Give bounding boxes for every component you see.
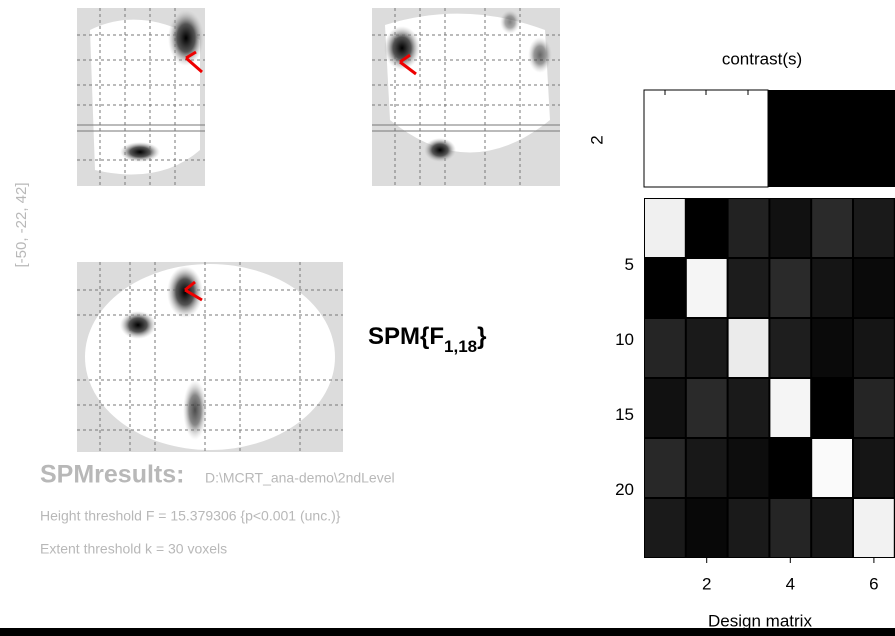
design-matrix-cell [687,379,727,437]
glass-brain-coronal [372,8,560,186]
spm-close: } [477,323,486,350]
design-matrix-cell [812,379,852,437]
x-tick-label: 6 [869,574,878,593]
design-matrix-cell [687,199,727,257]
design-matrix-cell [770,499,810,557]
x-tick-label: 4 [786,574,795,593]
spm-main: SPM{F [368,323,444,350]
x-tick-label: 2 [702,574,711,593]
contrast-label: 2 [587,135,606,144]
height-threshold: Height threshold F = 15.379306 {p<0.001 … [40,508,341,524]
contrast-title: contrast(s) [722,49,802,68]
design-matrix-cell [812,259,852,317]
design-matrix-cell [687,259,727,317]
design-matrix-cell [645,259,685,317]
design-matrix-cell [854,499,894,557]
design-matrix-cell [729,199,769,257]
design-matrix-cell [645,499,685,557]
design-matrix-cell [812,199,852,257]
design-matrix-cell [812,319,852,377]
y-tick-label: 10 [615,330,634,349]
design-matrix-cell [812,439,852,497]
coordinates: [-50, -22, 42] [13,182,30,267]
design-matrix-cell [812,499,852,557]
design-matrix-cell [770,259,810,317]
design-matrix-cell [645,439,685,497]
design-matrix-cell [687,319,727,377]
spm-subscript: 1,18 [444,337,477,356]
design-matrix-cell [729,259,769,317]
extent-threshold: Extent threshold k = 30 voxels [40,541,227,557]
design-matrix-cell [645,319,685,377]
design-matrix-cell [645,379,685,437]
y-tick-label: 20 [615,480,634,499]
design-matrix-cell [854,319,894,377]
y-tick-label: 5 [625,255,634,274]
design-matrix-cell [854,259,894,317]
y-tick-label: 15 [615,405,634,424]
figure: [-50, -22, 42] SPM{F1,18} SPMresults: D:… [0,0,895,636]
design-matrix [644,198,895,558]
design-matrix-cell [854,379,894,437]
design-matrix-cell [687,499,727,557]
design-matrix-cell [645,199,685,257]
bottom-bar [0,628,895,636]
glass-brain-axial [77,262,343,452]
design-matrix-cell [770,199,810,257]
results-title: SPMresults: [40,461,184,489]
design-matrix-cell [770,379,810,437]
design-matrix-cell [729,439,769,497]
design-matrix-cell [770,439,810,497]
design-matrix-cell [729,499,769,557]
design-matrix-cell [854,439,894,497]
design-matrix-cell [687,439,727,497]
design-matrix-cell [770,319,810,377]
spm-results-window: [-50, -22, 42] SPM{F1,18} SPMresults: D:… [0,0,895,636]
results-path: D:\MCRT_ana-demo\2ndLevel [205,470,395,486]
design-matrix-cell [854,199,894,257]
spm-statistic-label: SPM{F1,18} [368,323,486,356]
design-matrix-cell [729,319,769,377]
contrast-bar [644,90,895,187]
design-matrix-label: Design matrix [708,611,812,630]
design-matrix-cell [729,379,769,437]
glass-brain-sagittal [77,8,205,186]
